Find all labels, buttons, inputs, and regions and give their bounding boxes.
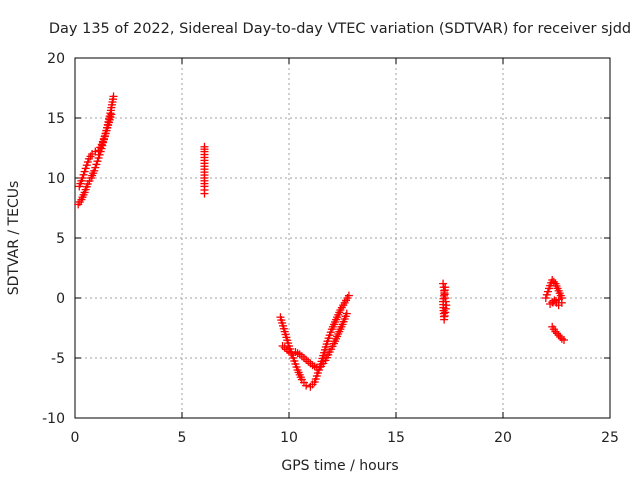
grid-lines [75,58,610,418]
data-point [109,92,118,101]
x-tick-label: 10 [280,430,298,446]
data-point [441,283,450,292]
y-tick-label: 0 [56,291,65,307]
y-tick-label: -5 [51,351,65,367]
y-axis-label: SDTVAR / TECUs [6,181,22,296]
y-tick-label: 15 [47,111,65,127]
x-tick-label: 25 [601,430,619,446]
y-tick-label: 5 [56,231,65,247]
chart-title: Day 135 of 2022, Sidereal Day-to-day VTE… [49,21,631,37]
data-point [559,336,568,344]
data-point-fill [549,277,558,286]
data-point [344,291,353,300]
y-tick-label: 10 [47,171,65,187]
data-point [312,363,321,372]
y-tick-label: -10 [42,411,65,427]
x-tick-label: 5 [178,430,187,446]
x-tick-label: 15 [387,430,405,446]
data-point [107,110,116,119]
data-point-fill [302,355,311,364]
axis-ticks: 0 5 10 15 20 25 -10 -5 0 5 10 15 20 [42,51,619,446]
data-point [342,309,351,318]
x-tick-label: 0 [71,430,80,446]
data-point [557,298,566,307]
x-axis-label: GPS time / hours [281,458,398,474]
x-tick-label: 20 [494,430,512,446]
data-point [299,354,308,362]
data-point [302,381,311,390]
y-tick-label: 20 [47,51,65,67]
data-points [74,92,568,391]
data-point [304,357,313,366]
data-point [200,189,209,198]
